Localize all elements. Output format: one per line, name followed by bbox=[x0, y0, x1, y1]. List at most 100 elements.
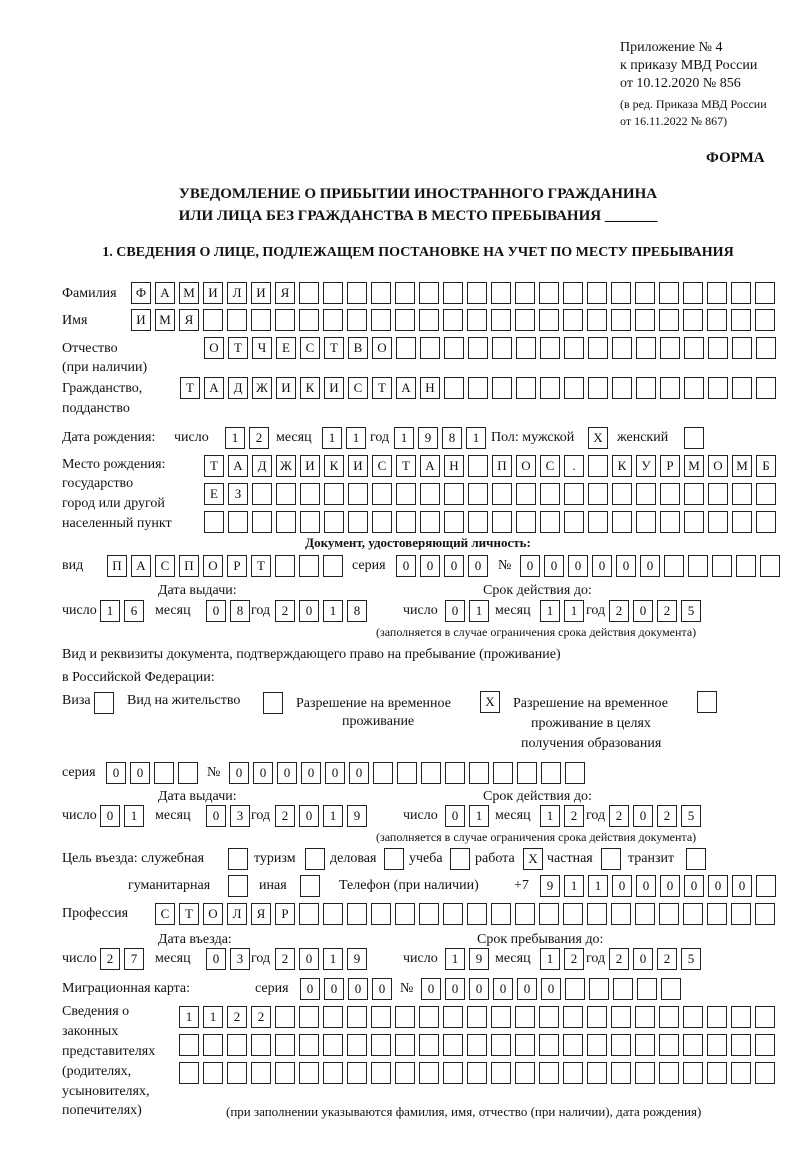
form-cell[interactable] bbox=[419, 1062, 439, 1084]
form-cell[interactable] bbox=[445, 762, 465, 784]
form-cell[interactable]: Т bbox=[180, 377, 200, 399]
form-cell[interactable] bbox=[228, 848, 248, 870]
form-cell[interactable] bbox=[515, 1034, 535, 1056]
form-cell[interactable] bbox=[227, 1034, 247, 1056]
form-cell[interactable]: 2 bbox=[275, 600, 295, 622]
form-cell[interactable] bbox=[664, 555, 684, 577]
form-cell[interactable]: И bbox=[203, 282, 223, 304]
form-cell[interactable]: С bbox=[155, 555, 175, 577]
form-cell[interactable]: Т bbox=[324, 337, 344, 359]
form-cell[interactable] bbox=[732, 511, 752, 533]
form-cell[interactable]: 0 bbox=[544, 555, 564, 577]
form-cell[interactable] bbox=[443, 309, 463, 331]
form-cell[interactable]: 0 bbox=[253, 762, 273, 784]
form-cell[interactable] bbox=[299, 555, 319, 577]
form-cell[interactable] bbox=[228, 511, 248, 533]
form-cell[interactable]: 0 bbox=[299, 805, 319, 827]
form-cell[interactable] bbox=[661, 978, 681, 1000]
form-cell[interactable]: Т bbox=[396, 455, 416, 477]
form-cell[interactable] bbox=[491, 1006, 511, 1028]
form-cell[interactable] bbox=[707, 1006, 727, 1028]
form-cell[interactable]: 0 bbox=[349, 762, 369, 784]
form-cell[interactable]: 2 bbox=[275, 948, 295, 970]
form-cell[interactable] bbox=[492, 337, 512, 359]
form-cell[interactable] bbox=[636, 483, 656, 505]
form-cell[interactable] bbox=[252, 483, 272, 505]
form-cell[interactable]: 0 bbox=[612, 875, 632, 897]
form-cell[interactable] bbox=[443, 1006, 463, 1028]
form-cell[interactable]: 8 bbox=[230, 600, 250, 622]
form-cell[interactable]: 0 bbox=[277, 762, 297, 784]
purpose-work-checkbox[interactable]: X bbox=[523, 848, 547, 870]
form-cell[interactable] bbox=[299, 282, 319, 304]
form-cell[interactable] bbox=[275, 309, 295, 331]
form-cell[interactable]: С bbox=[348, 377, 368, 399]
form-cell[interactable]: 0 bbox=[616, 555, 636, 577]
form-cell[interactable]: С bbox=[372, 455, 392, 477]
form-cell[interactable] bbox=[179, 1034, 199, 1056]
form-cell[interactable]: О bbox=[204, 337, 224, 359]
form-cell[interactable] bbox=[707, 903, 727, 925]
form-cell[interactable] bbox=[515, 282, 535, 304]
form-cell[interactable]: Я bbox=[275, 282, 295, 304]
form-cell[interactable]: 1 bbox=[323, 805, 343, 827]
form-cell[interactable] bbox=[684, 427, 704, 449]
form-cell[interactable]: К bbox=[612, 455, 632, 477]
form-cell[interactable] bbox=[612, 483, 632, 505]
form-cell[interactable]: Ж bbox=[252, 377, 272, 399]
form-cell[interactable] bbox=[371, 309, 391, 331]
form-cell[interactable]: 2 bbox=[227, 1006, 247, 1028]
form-cell[interactable]: 1 bbox=[346, 427, 366, 449]
form-cell[interactable] bbox=[587, 282, 607, 304]
form-cell[interactable] bbox=[323, 282, 343, 304]
birth-place-field-3[interactable] bbox=[204, 511, 780, 533]
form-cell[interactable] bbox=[323, 1006, 343, 1028]
form-cell[interactable]: 0 bbox=[520, 555, 540, 577]
form-cell[interactable]: Т bbox=[179, 903, 199, 925]
form-cell[interactable]: 0 bbox=[324, 978, 344, 1000]
form-cell[interactable]: 1 bbox=[588, 875, 608, 897]
form-cell[interactable]: А bbox=[420, 455, 440, 477]
form-cell[interactable] bbox=[731, 309, 751, 331]
form-cell[interactable] bbox=[635, 1034, 655, 1056]
form-cell[interactable]: 1 bbox=[540, 948, 560, 970]
form-cell[interactable] bbox=[755, 1006, 775, 1028]
form-cell[interactable] bbox=[731, 1006, 751, 1028]
form-cell[interactable] bbox=[420, 337, 440, 359]
form-cell[interactable] bbox=[707, 1062, 727, 1084]
form-cell[interactable] bbox=[300, 483, 320, 505]
form-cell[interactable]: 0 bbox=[325, 762, 345, 784]
form-cell[interactable]: Б bbox=[756, 455, 776, 477]
form-cell[interactable] bbox=[732, 377, 752, 399]
form-cell[interactable]: 1 bbox=[540, 805, 560, 827]
form-cell[interactable] bbox=[179, 1062, 199, 1084]
form-cell[interactable] bbox=[492, 483, 512, 505]
form-cell[interactable] bbox=[372, 511, 392, 533]
form-cell[interactable]: 2 bbox=[657, 600, 677, 622]
form-cell[interactable] bbox=[755, 903, 775, 925]
form-cell[interactable] bbox=[611, 309, 631, 331]
form-cell[interactable]: О bbox=[203, 555, 223, 577]
form-cell[interactable]: 0 bbox=[633, 600, 653, 622]
form-cell[interactable] bbox=[613, 978, 633, 1000]
form-cell[interactable] bbox=[636, 377, 656, 399]
form-cell[interactable]: М bbox=[684, 455, 704, 477]
form-cell[interactable] bbox=[305, 848, 325, 870]
form-cell[interactable]: X bbox=[588, 427, 608, 449]
form-cell[interactable] bbox=[731, 1034, 751, 1056]
form-cell[interactable]: 1 bbox=[203, 1006, 223, 1028]
form-cell[interactable] bbox=[636, 511, 656, 533]
form-cell[interactable] bbox=[564, 377, 584, 399]
form-cell[interactable]: 2 bbox=[275, 805, 295, 827]
form-cell[interactable]: 0 bbox=[229, 762, 249, 784]
form-cell[interactable] bbox=[443, 903, 463, 925]
